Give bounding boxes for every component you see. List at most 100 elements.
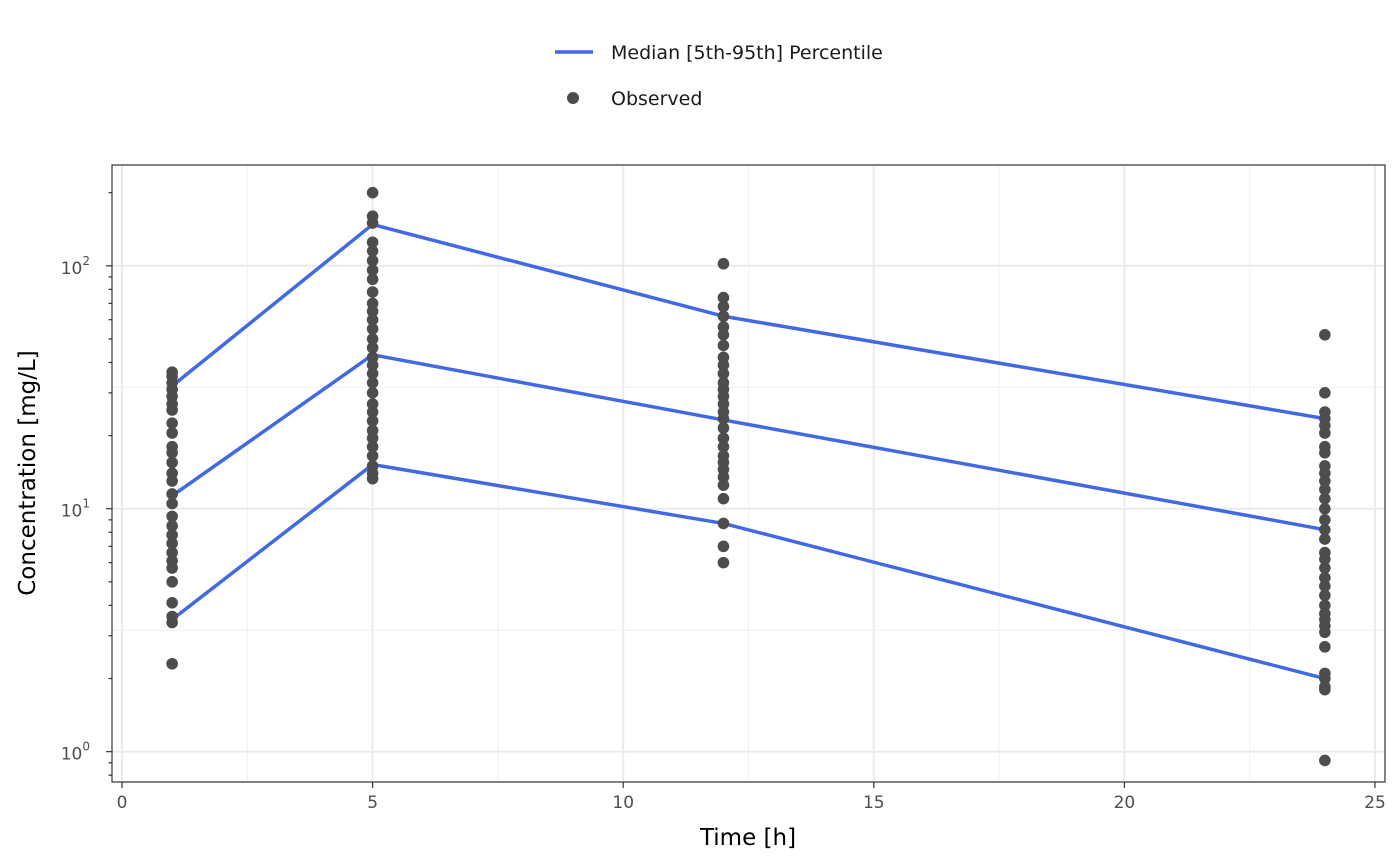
observed-point bbox=[1319, 683, 1331, 696]
legend-label-observed: Observed bbox=[611, 88, 702, 110]
observed-point bbox=[366, 406, 379, 418]
observed-point bbox=[1319, 571, 1331, 584]
panel-border bbox=[111, 164, 1386, 783]
observed-point bbox=[717, 359, 730, 371]
observed-point bbox=[1319, 672, 1331, 685]
observed-point bbox=[366, 286, 379, 298]
observed-point bbox=[366, 387, 379, 399]
observed-point bbox=[1319, 475, 1331, 487]
observed-point bbox=[1319, 492, 1331, 505]
observed-point bbox=[166, 488, 178, 500]
observed-point bbox=[366, 273, 379, 286]
observed-point bbox=[366, 236, 379, 249]
observed-point bbox=[717, 398, 730, 410]
observed-point bbox=[366, 472, 379, 485]
observed-point bbox=[717, 556, 730, 569]
x-tick-label: 10 bbox=[612, 793, 634, 813]
observed-point bbox=[166, 520, 178, 532]
observed-point bbox=[166, 616, 178, 629]
x-tick-label: 0 bbox=[117, 793, 128, 813]
observed-point bbox=[166, 537, 178, 550]
observed-point bbox=[366, 217, 379, 229]
observed-point bbox=[366, 440, 379, 453]
observed-point bbox=[1319, 523, 1331, 536]
observed-point bbox=[1319, 328, 1331, 341]
series-line-percentile-5th bbox=[171, 462, 1326, 681]
observed-point bbox=[366, 313, 379, 326]
x-tick-label: 20 bbox=[1114, 793, 1136, 813]
observed-point bbox=[366, 367, 379, 380]
observed-point bbox=[717, 412, 730, 425]
observed-point bbox=[366, 341, 379, 354]
observed-point bbox=[1319, 387, 1331, 399]
observed-point bbox=[166, 510, 178, 523]
observed-point bbox=[717, 422, 730, 434]
y-tick-label: 101 bbox=[61, 497, 90, 522]
observed-point bbox=[366, 264, 379, 276]
observed-point bbox=[366, 398, 379, 410]
observed-point bbox=[717, 300, 730, 313]
observed-point bbox=[1319, 589, 1331, 602]
observed-point bbox=[166, 596, 178, 609]
observed-point bbox=[717, 492, 730, 505]
observed-point bbox=[717, 328, 730, 341]
observed-point bbox=[1319, 754, 1331, 767]
axes: 0 5 10 15 20 25 100 101 102 bbox=[61, 192, 1386, 813]
legend-label-percentile: Median [5th-95th] Percentile bbox=[611, 42, 883, 64]
x-tick-label: 5 bbox=[367, 793, 378, 813]
observed-point bbox=[366, 359, 379, 371]
observed-point bbox=[717, 339, 730, 352]
observed-point bbox=[166, 497, 178, 510]
x-tick-label: 15 bbox=[863, 793, 885, 813]
observed-point bbox=[717, 291, 730, 304]
observed-point bbox=[366, 254, 379, 267]
observed-point bbox=[717, 432, 730, 445]
observed-point bbox=[717, 310, 730, 323]
observed-point bbox=[1319, 427, 1331, 439]
observed-point bbox=[166, 657, 178, 670]
observed-point bbox=[717, 471, 730, 483]
observed-point bbox=[166, 546, 178, 559]
observed-point bbox=[166, 417, 178, 429]
x-axis-title: Time [h] bbox=[699, 825, 796, 851]
observed-point bbox=[166, 529, 178, 541]
observed-point bbox=[166, 456, 178, 469]
observed-point bbox=[366, 376, 379, 389]
observed-point bbox=[717, 440, 730, 453]
observed-point bbox=[366, 305, 379, 318]
observed-point bbox=[1319, 626, 1331, 639]
series-line-percentile-95th bbox=[171, 222, 1326, 421]
observed-point bbox=[1319, 599, 1331, 612]
observed-point bbox=[717, 257, 730, 270]
observed-point bbox=[1319, 446, 1331, 459]
observed-point bbox=[717, 367, 730, 380]
y-tick-label: 102 bbox=[61, 254, 90, 279]
y-tick-label: 100 bbox=[61, 740, 90, 765]
observed-point bbox=[366, 186, 379, 199]
observed-point bbox=[166, 427, 178, 439]
observed-point bbox=[166, 562, 178, 574]
observed-point bbox=[166, 446, 178, 459]
observed-point bbox=[1319, 553, 1331, 565]
grid bbox=[112, 165, 1385, 782]
legend-point-swatch bbox=[567, 92, 579, 104]
plot-content bbox=[166, 186, 1331, 767]
observed-point bbox=[1319, 533, 1331, 545]
observed-point bbox=[166, 576, 178, 588]
observed-point bbox=[1319, 641, 1331, 653]
observed-point bbox=[366, 245, 379, 257]
legend: Median [5th-95th] Percentile Observed bbox=[555, 42, 883, 110]
observed-point bbox=[1319, 580, 1331, 592]
series-line-median bbox=[171, 353, 1326, 532]
observed-point bbox=[1319, 562, 1331, 574]
observed-point bbox=[1319, 514, 1331, 526]
observed-point bbox=[366, 333, 379, 345]
observed-point bbox=[366, 450, 379, 462]
observed-point bbox=[717, 540, 730, 553]
observed-point bbox=[366, 415, 379, 427]
observed-point bbox=[717, 517, 730, 530]
observed-point bbox=[1319, 483, 1331, 496]
observed-point bbox=[166, 475, 178, 487]
observed-point bbox=[366, 323, 379, 335]
